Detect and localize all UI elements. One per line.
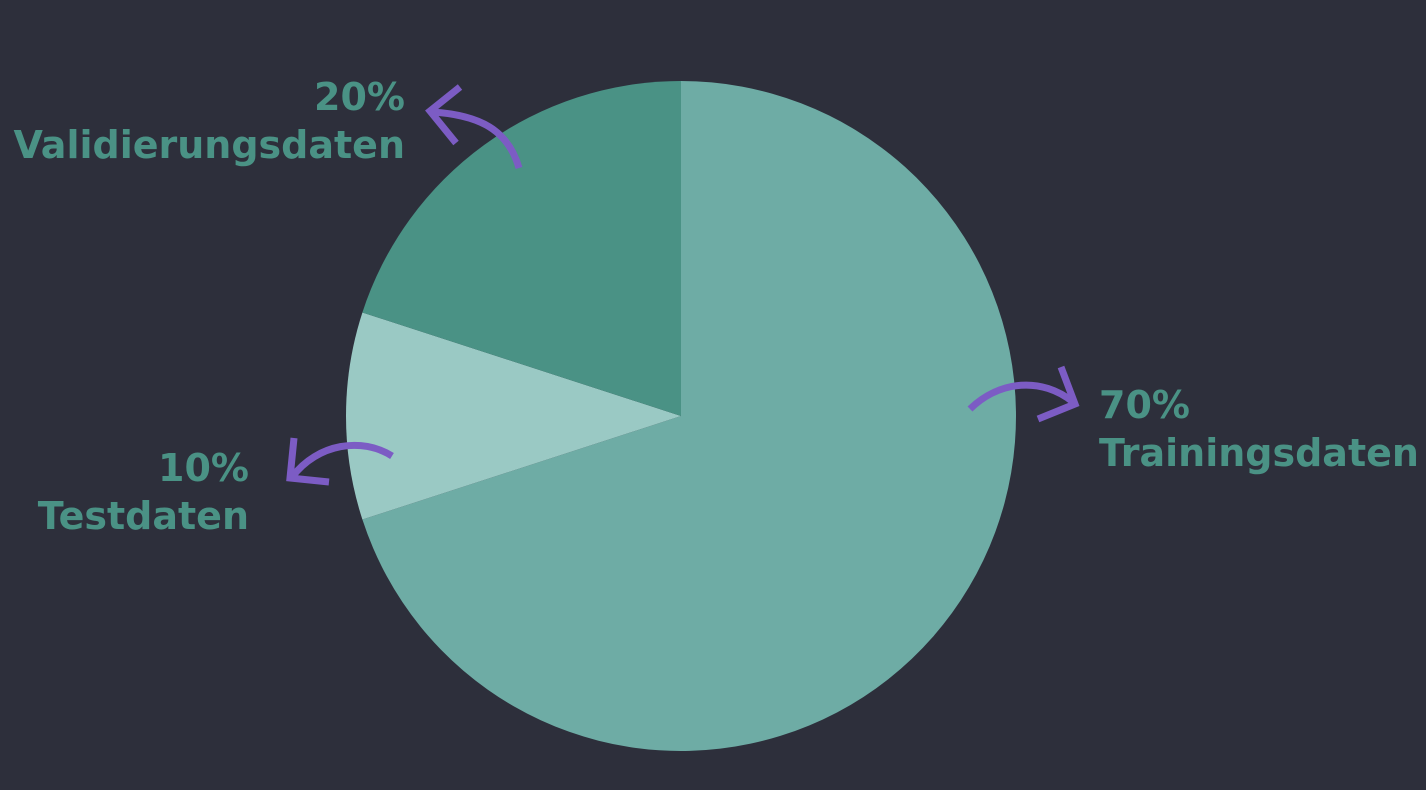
label-validierungsdaten-percent: 20%: [314, 75, 405, 119]
label-trainingsdaten: 70% Trainingsdaten: [1099, 381, 1419, 477]
pie-slice-testdaten: [345, 312, 681, 520]
label-testdaten-name: Testdaten: [37, 494, 249, 538]
pie-slice-trainingsdaten: [362, 81, 1016, 751]
label-validierungsdaten-name: Validierungsdaten: [13, 123, 405, 167]
label-trainingsdaten-percent: 70%: [1099, 383, 1190, 427]
arrow-test: [286, 437, 394, 486]
label-trainingsdaten-name: Trainingsdaten: [1099, 431, 1419, 475]
label-testdaten: 10% Testdaten: [38, 444, 249, 540]
pie-slice-validierungsdaten: [362, 80, 681, 416]
label-testdaten-percent: 10%: [158, 446, 249, 490]
label-validierungsdaten: 20% Validierungsdaten: [13, 73, 405, 169]
pie-slices: [345, 80, 1016, 751]
arrow-validierung: [425, 84, 523, 170]
arrow-training: [967, 365, 1080, 423]
